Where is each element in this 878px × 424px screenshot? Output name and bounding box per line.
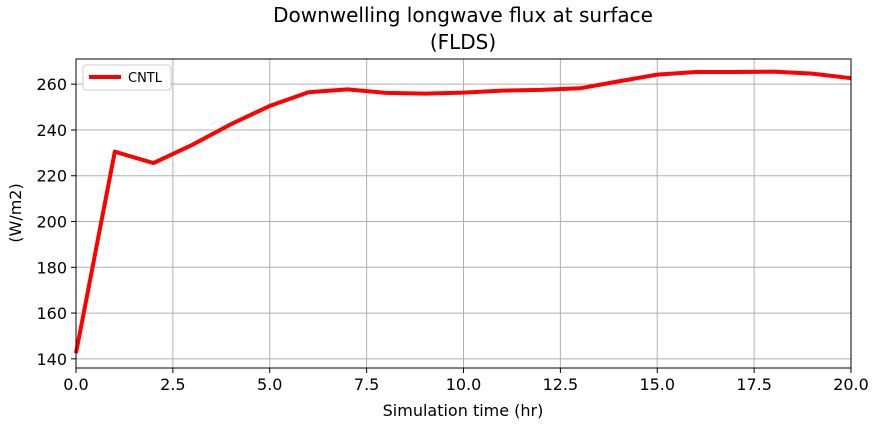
axis-ticks: 0.0 2.5 5.0 7.5 10.0 12.5 15.0 17.5 20.0 140 160 18… [36, 75, 868, 394]
y-tick-label: 140 [36, 350, 67, 369]
x-tick-label: 15.0 [639, 375, 675, 394]
y-tick-label: 160 [36, 304, 67, 323]
y-tick-label: 260 [36, 75, 67, 94]
x-tick-label: 12.5 [543, 375, 579, 394]
legend-box [82, 64, 172, 91]
x-tick-label: 20.0 [833, 375, 869, 394]
grid-lines [75, 59, 852, 368]
chart-title: Downwelling longwave flux at surface [273, 3, 653, 27]
y-tick-label: 180 [36, 258, 67, 277]
series-layer [74, 69, 852, 354]
x-tick-label: 0.0 [63, 375, 88, 394]
y-tick-label: 240 [36, 121, 67, 140]
legend: CNTL [82, 64, 172, 91]
y-tick-label: 200 [36, 213, 67, 232]
series-line-cntl [74, 69, 852, 354]
x-tick-label: 17.5 [736, 375, 772, 394]
chart-subtitle: (FLDS) [430, 30, 496, 54]
x-axis-label: Simulation time (hr) [383, 401, 544, 420]
x-tick-label: 5.0 [257, 375, 282, 394]
x-tick-label: 10.0 [446, 375, 482, 394]
x-tick-label: 7.5 [354, 375, 379, 394]
y-axis-label: (W/m2) [6, 183, 25, 242]
y-tick-label: 220 [36, 167, 67, 186]
legend-label-cntl: CNTL [128, 71, 163, 86]
x-tick-label: 2.5 [160, 375, 185, 394]
